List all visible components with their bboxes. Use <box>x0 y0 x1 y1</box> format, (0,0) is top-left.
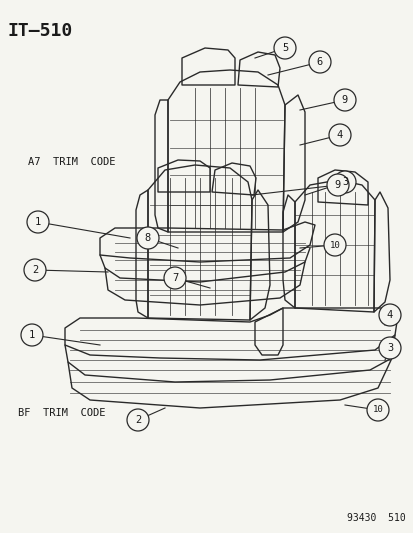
Circle shape <box>127 409 149 431</box>
Circle shape <box>333 89 355 111</box>
Text: 3: 3 <box>341 177 347 187</box>
Text: 93430  510: 93430 510 <box>347 513 405 523</box>
Text: 2: 2 <box>135 415 141 425</box>
Text: 9: 9 <box>334 180 340 190</box>
Circle shape <box>137 227 159 249</box>
Text: 10: 10 <box>329 240 339 249</box>
Circle shape <box>366 399 388 421</box>
Text: 7: 7 <box>171 273 178 283</box>
Circle shape <box>24 259 46 281</box>
Text: 1: 1 <box>35 217 41 227</box>
Text: 3: 3 <box>386 343 392 353</box>
Text: 9: 9 <box>341 95 347 105</box>
Text: 6: 6 <box>316 57 322 67</box>
Circle shape <box>27 211 49 233</box>
Text: 8: 8 <box>145 233 151 243</box>
Circle shape <box>326 174 348 196</box>
Text: A7  TRIM  CODE: A7 TRIM CODE <box>28 157 115 167</box>
Circle shape <box>328 124 350 146</box>
Text: 1: 1 <box>29 330 35 340</box>
Text: IT–510: IT–510 <box>8 22 73 40</box>
Circle shape <box>378 304 400 326</box>
Circle shape <box>21 324 43 346</box>
Text: 2: 2 <box>32 265 38 275</box>
Circle shape <box>273 37 295 59</box>
Text: 5: 5 <box>281 43 287 53</box>
Circle shape <box>378 337 400 359</box>
Text: 4: 4 <box>386 310 392 320</box>
Text: 4: 4 <box>336 130 342 140</box>
Circle shape <box>164 267 185 289</box>
Text: BF  TRIM  CODE: BF TRIM CODE <box>18 408 105 418</box>
Circle shape <box>323 234 345 256</box>
Circle shape <box>333 171 355 193</box>
Circle shape <box>308 51 330 73</box>
Text: 10: 10 <box>372 406 382 415</box>
